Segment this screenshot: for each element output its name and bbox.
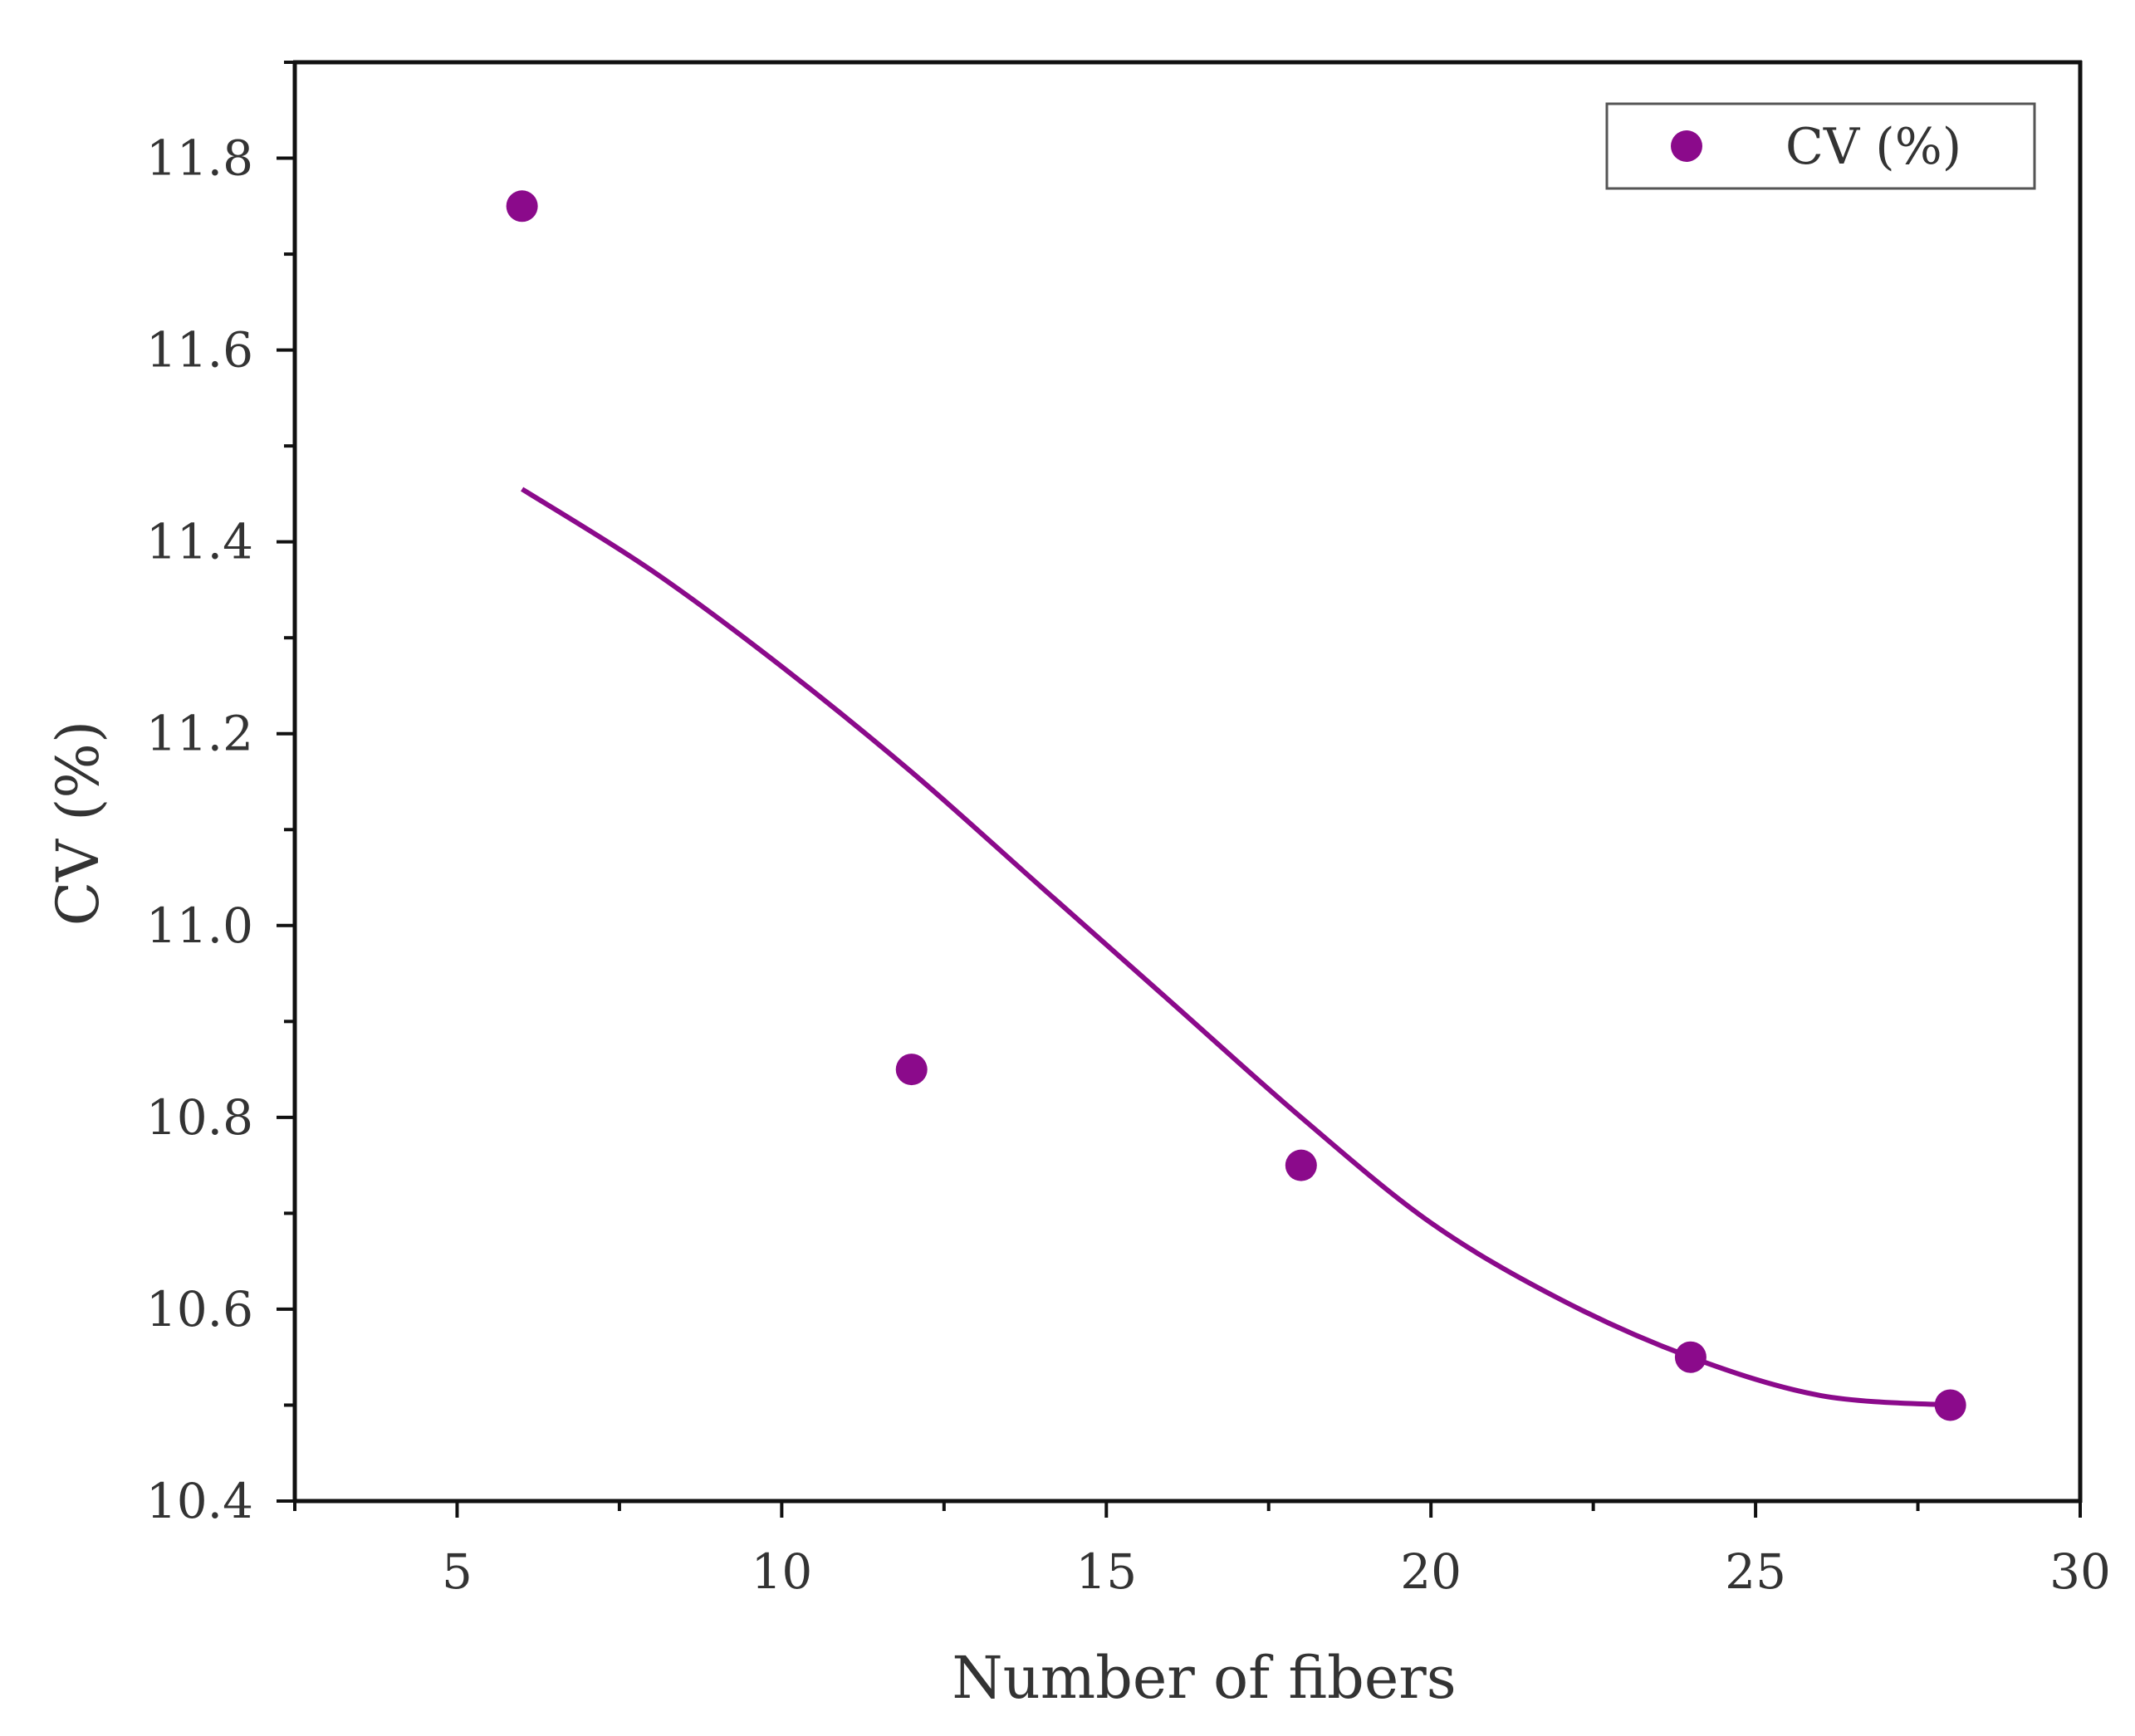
y-tick-label: 10.8 <box>146 1089 253 1146</box>
y-tick-label: 11.8 <box>146 130 253 187</box>
legend: CV (%) <box>1605 102 2036 190</box>
x-tick-label: 15 <box>1075 1543 1137 1600</box>
x-tick-label: 30 <box>2049 1543 2111 1600</box>
data-point <box>1934 1389 1966 1421</box>
data-point <box>506 190 538 223</box>
data-point <box>1674 1341 1707 1373</box>
data-point <box>895 1054 928 1086</box>
y-tick-label: 11.2 <box>146 706 253 762</box>
data-point <box>1285 1149 1317 1181</box>
y-axis-title: CV (%) <box>44 721 112 927</box>
data-points-layer <box>506 190 1966 1421</box>
x-tick-label: 25 <box>1725 1543 1786 1600</box>
y-tick-label: 10.6 <box>146 1281 253 1337</box>
x-tick-label: 10 <box>751 1543 812 1600</box>
plot-area <box>292 60 2083 1504</box>
y-tick-label: 11.6 <box>146 322 253 379</box>
fit-curve-layer <box>521 487 1951 1408</box>
legend-marker-icon <box>1671 130 1702 162</box>
x-tick-label: 5 <box>442 1543 473 1600</box>
x-tick-label: 20 <box>1400 1543 1462 1600</box>
ticks-layer: 5 10 15 20 25 30 10.4 10.6 10.8 11.0 11.2 11.4 11.6 1… <box>146 61 2111 1600</box>
y-tick-label: 11.0 <box>146 897 253 954</box>
fit-curve <box>521 487 1951 1408</box>
x-axis-title: Number of fibers <box>952 1644 1456 1712</box>
legend-label: CV (%) <box>1785 118 1961 176</box>
y-tick-label: 11.4 <box>146 514 253 570</box>
y-tick-label: 10.4 <box>146 1473 253 1529</box>
